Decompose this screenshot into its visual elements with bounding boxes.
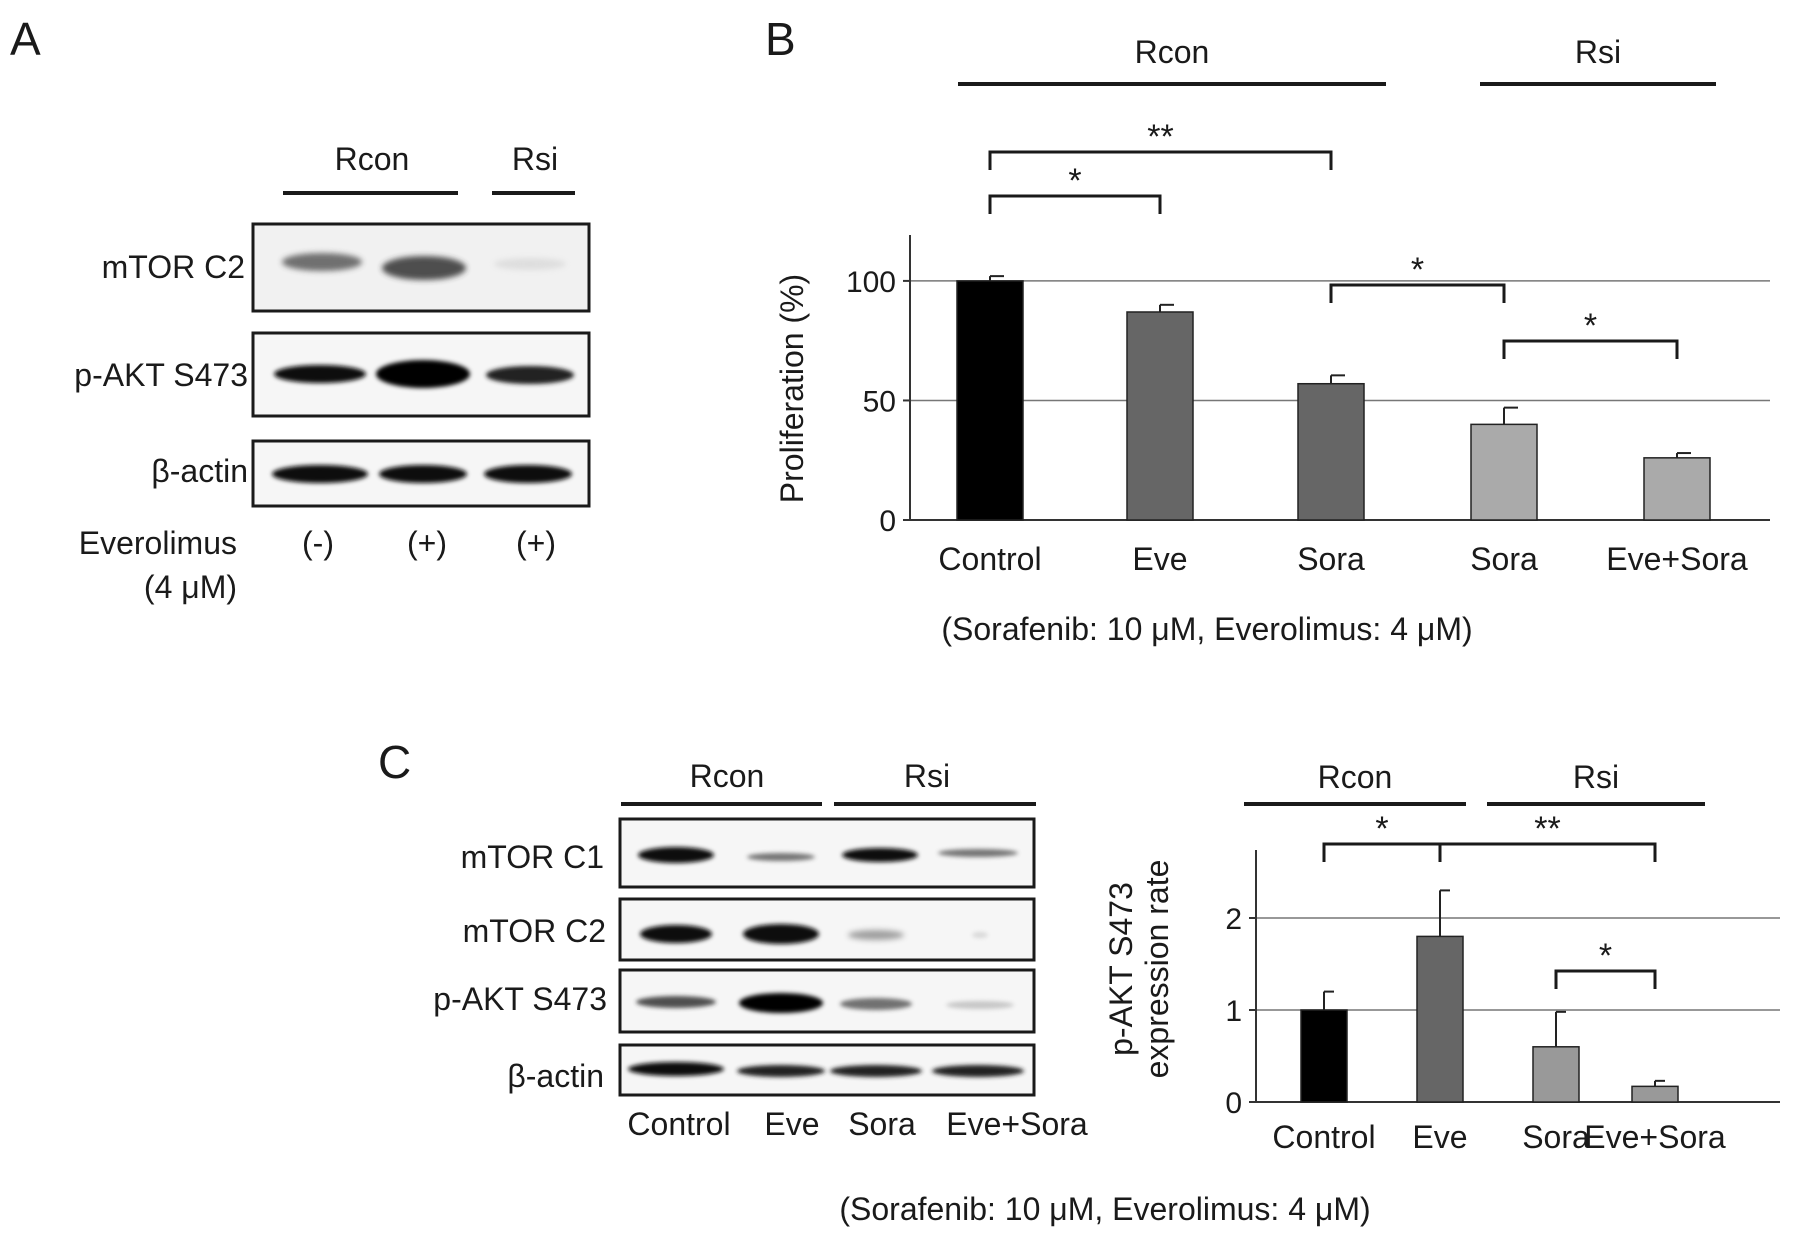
bar (1300, 1009, 1348, 1103)
blot-band (848, 930, 904, 940)
blot-band (638, 847, 714, 863)
panel-c-blot: Rcon Rsi mTOR C1 mTOR C2 p-AKT S473 β-ac… (433, 758, 1088, 1142)
blot-band (282, 253, 362, 271)
blot-row-label: β-actin (151, 453, 248, 489)
group-label-rsi: Rsi (904, 758, 950, 794)
blot-band (747, 853, 815, 861)
panel-a-blot: Rcon Rsi mTOR C2 p-AKT S473 β-actin Ever… (74, 141, 591, 605)
significance-mark: ** (1147, 118, 1173, 156)
blot-row-label: p-AKT S473 (433, 981, 607, 1017)
bar (1643, 457, 1711, 521)
blot-band (376, 360, 470, 388)
significance-bracket (1329, 283, 1506, 303)
group-label-rcon: Rcon (690, 758, 765, 794)
blot-row-label: mTOR C2 (102, 249, 245, 285)
bar (1126, 311, 1194, 521)
significance-mark: * (1584, 307, 1597, 345)
significance-mark: * (1599, 937, 1612, 975)
blot-band (494, 258, 566, 270)
category-label: Control (938, 541, 1041, 577)
category-label: Eve+Sora (1606, 541, 1748, 577)
significance-bracket (1502, 339, 1679, 359)
lane-label: Control (627, 1106, 730, 1142)
significance-bracket (1554, 969, 1657, 989)
panel-b-note: (Sorafenib: 10 μM, Everolimus: 4 μM) (941, 611, 1472, 647)
significance-mark: * (1375, 810, 1388, 848)
significance-bracket (1438, 842, 1657, 862)
blot-band (938, 849, 1018, 857)
blot-row-label: p-AKT S473 (74, 357, 248, 393)
group-label: Rsi (1575, 34, 1621, 70)
blot-band (379, 465, 467, 483)
significance-bracket (988, 194, 1162, 214)
blot-band (640, 925, 712, 943)
blot-band (842, 848, 918, 862)
treatment-label: Everolimus (79, 525, 237, 561)
blot-band (739, 993, 823, 1013)
group-label: Rcon (1318, 759, 1393, 795)
y-tick-label: 0 (879, 505, 896, 538)
bar (1416, 935, 1464, 1103)
blot-band (946, 1001, 1014, 1009)
category-label: Eve (1412, 1119, 1467, 1155)
bar (956, 280, 1024, 521)
blot-band (628, 1062, 724, 1076)
blot-band (840, 998, 912, 1010)
lane-label: Sora (848, 1106, 916, 1142)
y-tick-label: 50 (863, 385, 896, 418)
panel-label-a: A (10, 13, 41, 65)
y-tick-label: 0 (1225, 1087, 1242, 1120)
group-label: Rcon (1135, 34, 1210, 70)
significance-bracket (988, 150, 1333, 170)
blot-band (274, 365, 366, 383)
category-label: Control (1272, 1119, 1375, 1155)
blot-band (486, 366, 574, 384)
category-label: Eve+Sora (1584, 1119, 1726, 1155)
panel-c-note: (Sorafenib: 10 μM, Everolimus: 4 μM) (839, 1191, 1370, 1227)
category-label: Eve (1132, 541, 1187, 577)
lane-label: (+) (516, 525, 556, 561)
blot-band (830, 1065, 922, 1077)
lane-label: Eve+Sora (946, 1106, 1088, 1142)
y-tick-label: 100 (846, 266, 896, 299)
category-label: Sora (1522, 1119, 1590, 1155)
y-tick-label: 1 (1225, 995, 1242, 1028)
panel-label-b: B (765, 13, 796, 65)
blot-band (972, 932, 988, 938)
y-axis-label: Proliferation (%) (774, 274, 810, 503)
lane-label: (+) (407, 525, 447, 561)
lane-label: Eve (764, 1106, 819, 1142)
blot-row-label: β-actin (507, 1058, 604, 1094)
significance-mark: * (1411, 251, 1424, 289)
significance-mark: * (1068, 162, 1081, 200)
blot-band (272, 465, 368, 483)
category-label: Sora (1470, 541, 1538, 577)
blot-band (743, 924, 819, 944)
bar (1297, 382, 1365, 521)
bar (1470, 423, 1538, 521)
y-axis-label: p-AKT S473 (1103, 882, 1139, 1056)
blot-band (382, 256, 466, 280)
group-label-rsi: Rsi (512, 141, 558, 177)
treatment-dose: (4 μM) (144, 569, 237, 605)
blot-band (636, 996, 716, 1008)
significance-mark: ** (1534, 810, 1560, 848)
panel-label-c: C (378, 736, 411, 788)
lane-label: (-) (302, 525, 334, 561)
blot-row-label: mTOR C2 (463, 913, 606, 949)
blot-row-label: mTOR C1 (461, 839, 604, 875)
group-label: Rsi (1573, 759, 1619, 795)
category-label: Sora (1297, 541, 1365, 577)
y-tick-label: 2 (1225, 903, 1242, 936)
blot-band (484, 465, 572, 483)
bar (1631, 1085, 1679, 1103)
blot-band (932, 1065, 1024, 1077)
blot-band (737, 1065, 825, 1077)
group-label-rcon: Rcon (335, 141, 410, 177)
panel-b-chart: 0 50 100 Control Eve Sora Sora Eve+Sora Rcon Rsi *… (774, 34, 1770, 577)
y-axis-label: expression rate (1139, 860, 1175, 1079)
bar (1532, 1046, 1580, 1103)
